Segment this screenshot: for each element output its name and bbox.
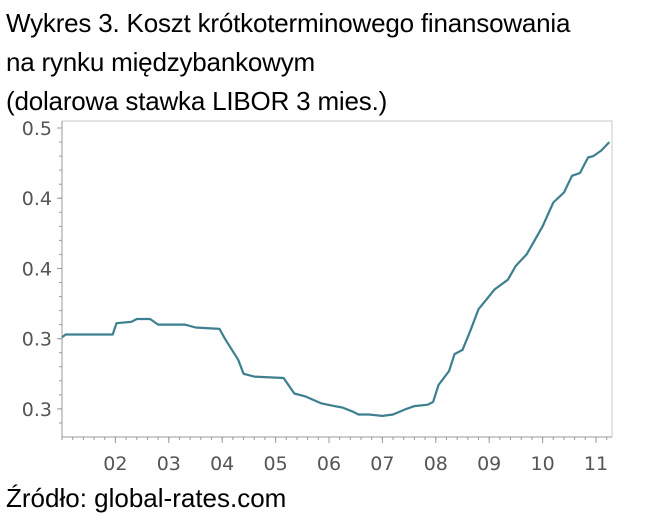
plot-border (62, 120, 613, 437)
x-tick-label: 04 (210, 453, 234, 475)
chart-title: Wykres 3. Koszt krótkoterminowego finans… (6, 4, 661, 121)
x-tick-label: 03 (157, 453, 181, 475)
x-tick-label: 07 (370, 453, 394, 475)
x-tick-label: 05 (263, 453, 287, 475)
x-tick-label: 06 (317, 453, 341, 475)
x-tick-label: 11 (584, 453, 608, 475)
x-tick-label: 10 (530, 453, 554, 475)
y-tick-label: 0.4 (22, 258, 52, 280)
source-note: Źródło: global-rates.com (6, 483, 287, 513)
y-tick-label: 0.5 (22, 118, 52, 140)
series-line (61, 141, 611, 417)
x-tick-label: 02 (103, 453, 127, 475)
y-tick-label: 0.3 (22, 399, 52, 421)
y-tick-label: 0.4 (22, 188, 52, 210)
chart-layer: 0.5 0.4 0.4 0.3 0.3 02 03 04 05 06 07 08 09 10 11 (22, 118, 613, 475)
title-line-3: (dolarowa stawka LIBOR 3 mies.) (6, 86, 388, 116)
x-tick-label: 09 (477, 453, 501, 475)
y-tick-label: 0.3 (22, 329, 52, 351)
x-tick-label: 08 (424, 453, 448, 475)
title-line-2: na rynku międzybankowym (6, 47, 315, 77)
title-line-1: Wykres 3. Koszt krótkoterminowego finans… (6, 8, 571, 38)
